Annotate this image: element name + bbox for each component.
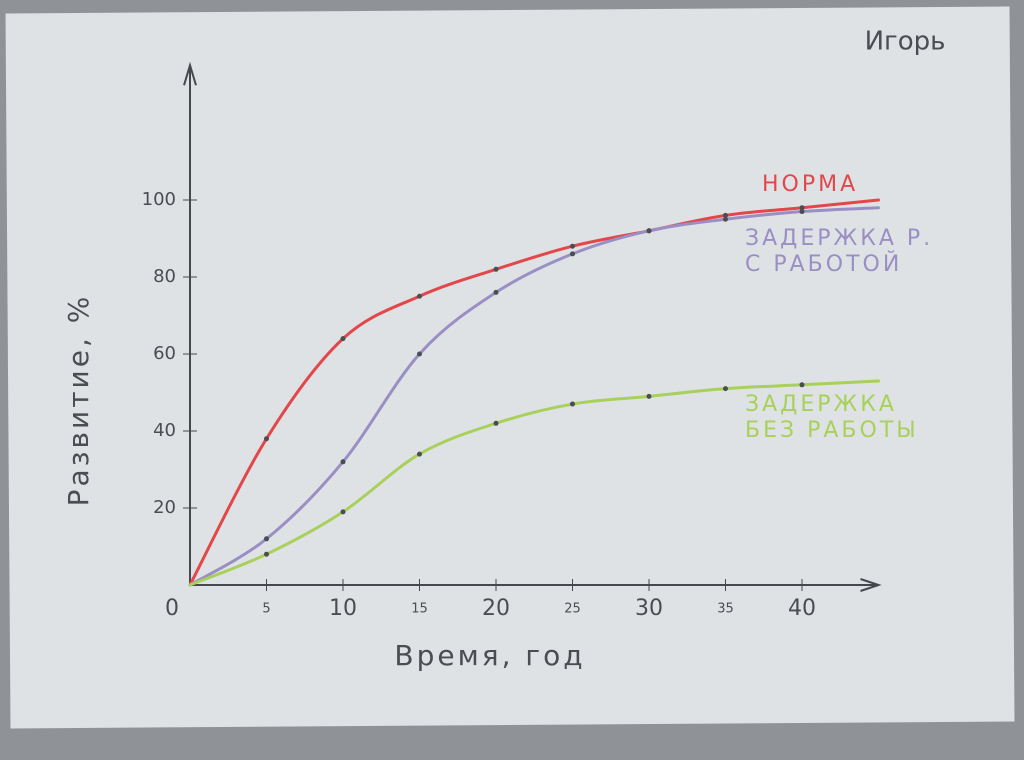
data-point: [799, 205, 805, 211]
data-point: [493, 289, 499, 295]
data-point: [570, 243, 575, 249]
y-tick-label: 40: [153, 420, 176, 441]
x-tick-label: 20: [482, 596, 510, 621]
x-tick-label: 25: [564, 602, 581, 617]
data-point: [340, 509, 346, 515]
data-point: [264, 436, 269, 442]
data-point: [646, 228, 652, 234]
data-point: [723, 386, 728, 392]
y-axis-label: Развитие, %: [62, 294, 95, 507]
x-axis-label: Время, год: [394, 639, 585, 672]
data-point: [493, 266, 499, 272]
y-tick-label: 60: [153, 343, 176, 364]
data-point: [799, 209, 805, 215]
data-point: [340, 336, 346, 342]
data-point: [417, 293, 422, 299]
x-tick-label: 5: [262, 602, 270, 617]
x-tick-label: 40: [788, 596, 816, 621]
author: Игорь: [865, 27, 946, 57]
data-point: [493, 420, 499, 426]
x-axis-arrow: [860, 578, 882, 592]
series-label: НОРМА: [762, 172, 859, 197]
series-label: ЗАДЕРЖКА Р. С РАБОТОЙ: [745, 226, 934, 277]
data-point: [570, 401, 575, 407]
data-point: [417, 451, 422, 457]
data-point: [264, 551, 269, 557]
x-tick-label: 10: [329, 596, 357, 621]
x-tick-label: 15: [411, 602, 428, 617]
y-axis-arrow: [183, 61, 197, 86]
data-point: [799, 382, 805, 388]
series-label: ЗАДЕРЖКА БЕЗ РАБОТЫ: [745, 392, 919, 443]
x-tick-label: 35: [717, 602, 734, 617]
data-point: [723, 212, 728, 218]
data-point: [723, 216, 728, 222]
data-point: [417, 351, 422, 357]
y-tick-label: 80: [153, 266, 176, 287]
data-point: [264, 536, 269, 542]
x-tick-label: 0: [165, 596, 179, 621]
data-point: [340, 459, 346, 465]
y-tick-label: 100: [142, 189, 176, 210]
series-line: [188, 206, 880, 587]
data-point: [646, 393, 652, 399]
x-tick-label: 30: [635, 596, 663, 621]
y-tick-label: 20: [153, 497, 176, 518]
series-line: [188, 379, 880, 587]
data-point: [570, 251, 575, 257]
